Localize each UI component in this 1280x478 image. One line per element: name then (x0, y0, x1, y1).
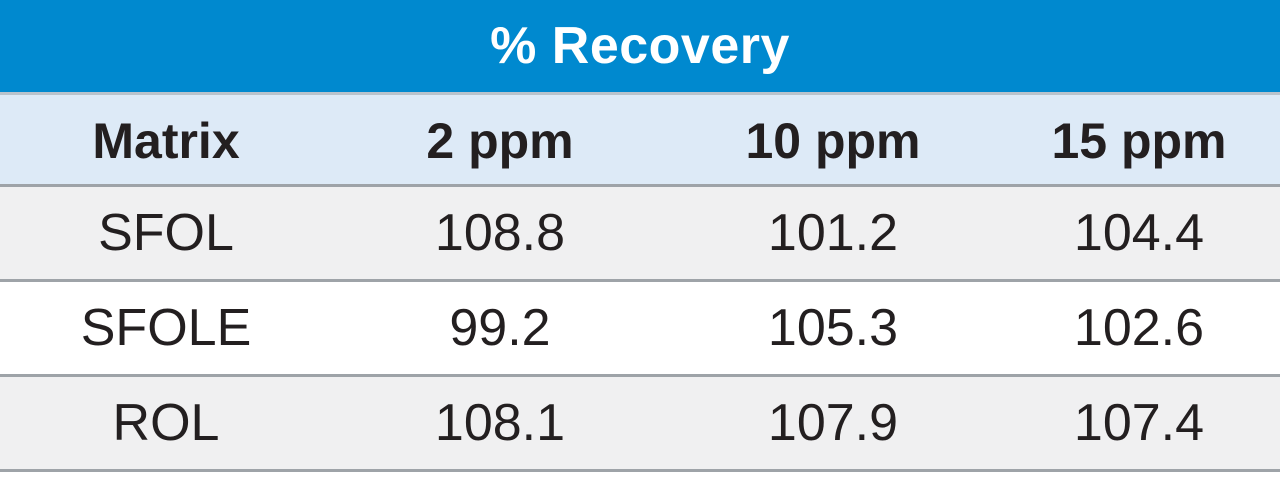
value-cell-15ppm: 104.4 (1073, 204, 1205, 262)
table-title: % Recovery (0, 0, 1280, 92)
value-cell-2ppm: 108.8 (434, 204, 566, 262)
value-cell-10ppm: 101.2 (767, 204, 899, 262)
table-row: ROL 108.1 107.9 107.4 (0, 377, 1280, 472)
value-cell-2ppm: 108.1 (434, 394, 566, 452)
matrix-cell: ROL (112, 394, 220, 452)
value-cell-10ppm: 105.3 (767, 299, 899, 357)
matrix-cell: SFOLE (80, 299, 252, 357)
table-row: SFOLE 99.2 105.3 102.6 (0, 282, 1280, 377)
matrix-cell: SFOL (98, 204, 234, 262)
value-cell-10ppm: 107.9 (767, 394, 899, 452)
value-cell-15ppm: 102.6 (1073, 299, 1205, 357)
column-header-2ppm: 2 ppm (426, 112, 574, 169)
table-row: SFOL 108.8 101.2 104.4 (0, 187, 1280, 282)
column-header-matrix: Matrix (92, 112, 240, 169)
column-header-15ppm: 15 ppm (1051, 112, 1227, 169)
value-cell-15ppm: 107.4 (1073, 394, 1205, 452)
column-header-10ppm: 10 ppm (745, 112, 921, 169)
value-cell-2ppm: 99.2 (449, 299, 551, 357)
table-header-row: Matrix 2 ppm 10 ppm 15 ppm (0, 92, 1280, 187)
